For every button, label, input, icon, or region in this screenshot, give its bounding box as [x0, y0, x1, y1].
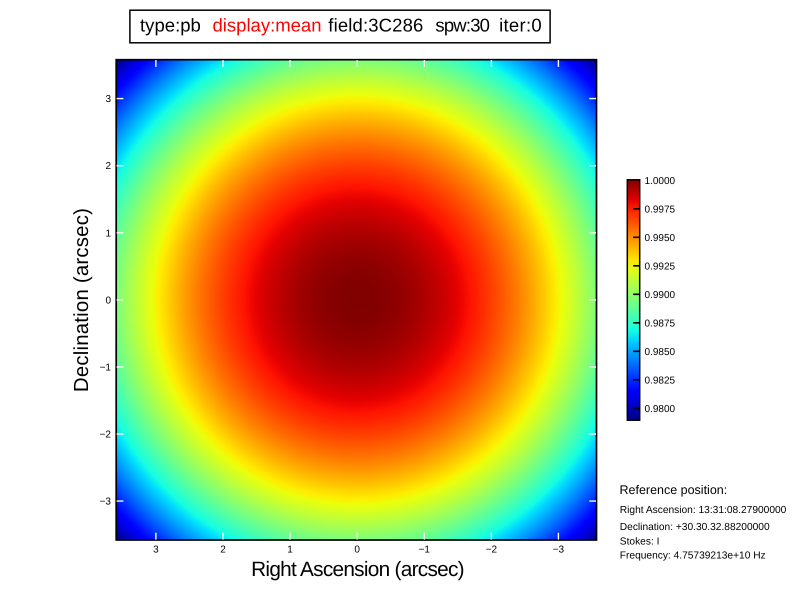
svg-text:0.9850: 0.9850 [645, 347, 676, 358]
svg-text:0.9875: 0.9875 [645, 318, 676, 329]
svg-text:display:mean: display:mean [213, 14, 322, 35]
svg-text:0.9975: 0.9975 [645, 204, 676, 215]
svg-text:Declination: +30.30.32.8820000: Declination: +30.30.32.88200000 [620, 522, 770, 533]
svg-text:field:3C286: field:3C286 [328, 14, 423, 35]
svg-text:1.0000: 1.0000 [645, 176, 676, 187]
svg-text:0: 0 [105, 295, 111, 306]
svg-text:Frequency: 4.75739213e+10 Hz: Frequency: 4.75739213e+10 Hz [620, 550, 766, 561]
svg-text:0.9900: 0.9900 [645, 290, 676, 301]
svg-text:2: 2 [220, 545, 226, 556]
svg-text:3: 3 [105, 94, 111, 105]
svg-text:1: 1 [287, 545, 293, 556]
svg-text:3: 3 [153, 545, 159, 556]
svg-text:0.9950: 0.9950 [645, 233, 676, 244]
svg-text:Reference position:: Reference position: [620, 483, 728, 497]
svg-text:spw:30: spw:30 [435, 14, 489, 35]
svg-text:0.9925: 0.9925 [645, 261, 676, 272]
svg-text:Stokes: I: Stokes: I [620, 536, 660, 547]
svg-text:1: 1 [105, 228, 111, 239]
svg-text:type:pb: type:pb [140, 14, 201, 35]
svg-text:−1: −1 [419, 545, 431, 556]
svg-text:−3: −3 [100, 497, 112, 508]
svg-text:iter:0: iter:0 [499, 14, 542, 35]
svg-text:−1: −1 [100, 363, 112, 374]
svg-text:2: 2 [105, 161, 111, 172]
svg-text:0.9800: 0.9800 [645, 404, 676, 415]
svg-text:Right Ascension: 13:31:08.2790: Right Ascension: 13:31:08.27900000 [620, 505, 787, 516]
svg-text:0: 0 [354, 545, 360, 556]
svg-text:−3: −3 [553, 545, 565, 556]
svg-text:−2: −2 [486, 545, 498, 556]
svg-text:Declination (arcsec): Declination (arcsec) [71, 208, 93, 392]
svg-text:Right Ascension (arcsec): Right Ascension (arcsec) [251, 558, 464, 581]
svg-text:0.9825: 0.9825 [645, 375, 676, 386]
svg-text:−2: −2 [100, 430, 112, 441]
